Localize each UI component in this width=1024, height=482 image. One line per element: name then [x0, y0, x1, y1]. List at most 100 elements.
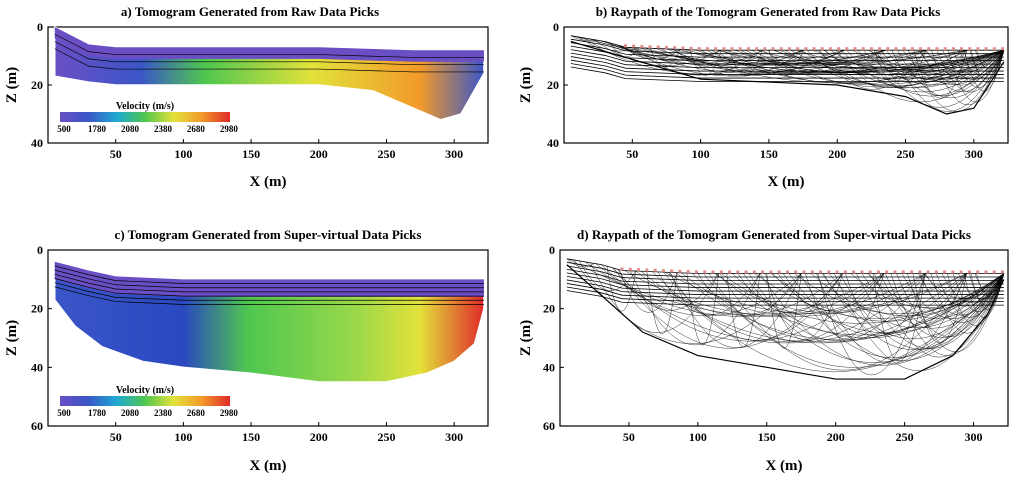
raypath: [823, 273, 1005, 350]
panel-c-ylabel: Z (m): [4, 320, 20, 356]
source-marker: [802, 270, 806, 274]
x-tick-label: 100: [689, 430, 707, 444]
x-tick-label: 200: [828, 147, 846, 161]
raypath: [828, 273, 1005, 329]
raypath: [570, 45, 1004, 62]
raypath: [785, 50, 1005, 86]
source-marker: [763, 47, 767, 51]
source-marker: [901, 270, 905, 274]
source-marker: [804, 47, 808, 51]
source-marker: [976, 47, 980, 51]
raypath: [801, 50, 1005, 89]
raypath: [649, 48, 681, 68]
source-marker: [926, 270, 930, 274]
contour-line: [54, 269, 484, 289]
panel-d: d) Raypath of the Tomogram Generated fro…: [518, 227, 1009, 474]
panel-c-title: c) Tomogram Generated from Super-virtual…: [115, 227, 422, 242]
raypath: [570, 56, 1004, 72]
panel-b-ylabel: Z (m): [518, 67, 534, 103]
y-tick-label: 20: [547, 78, 559, 92]
raypath: [644, 47, 845, 65]
raypath: [570, 49, 1004, 65]
near-surface-layer: [54, 261, 484, 297]
source-marker: [703, 270, 707, 274]
y-tick-label: 0: [37, 243, 43, 257]
x-tick-label: 300: [965, 147, 983, 161]
raypath: [817, 273, 926, 376]
y-tick-label: 40: [31, 360, 43, 374]
source-marker: [752, 270, 756, 274]
source-marker: [812, 47, 816, 51]
colorbar: [60, 396, 230, 406]
colorbar-tick-label: 500: [57, 124, 71, 134]
colorbar-tick-label: 500: [57, 408, 71, 418]
panel-a-xlabel: X (m): [249, 174, 286, 190]
raypath: [772, 273, 1005, 334]
source-marker: [694, 270, 698, 274]
raypath: [692, 273, 967, 343]
source-marker: [968, 47, 972, 51]
raypath: [646, 271, 678, 335]
source-marker: [796, 47, 800, 51]
raypath: [880, 50, 1005, 96]
source-marker: [845, 47, 849, 51]
raypath: [663, 272, 1005, 373]
raypath: [719, 273, 967, 371]
raypath: [714, 273, 1004, 324]
y-tick-label: 40: [547, 136, 559, 150]
source-marker: [730, 47, 734, 51]
x-tick-label: 100: [174, 430, 192, 444]
contour-line: [54, 33, 484, 58]
raypath: [869, 50, 1005, 81]
colorbar-tick-label: 2980: [220, 408, 239, 418]
raypath: [768, 50, 804, 76]
source-marker: [714, 47, 718, 51]
raypath: [577, 36, 804, 75]
panel-d-title: d) Raypath of the Tomogram Generated fro…: [577, 227, 971, 242]
source-marker: [828, 47, 832, 51]
raypath: [812, 50, 1004, 70]
x-tick-label: 150: [760, 147, 778, 161]
source-marker: [785, 270, 789, 274]
source-marker: [656, 45, 660, 49]
source-marker: [1001, 47, 1005, 51]
raypath-envelope: [570, 40, 1005, 115]
raypath: [641, 271, 843, 316]
colorbar-tick-label: 2380: [154, 408, 173, 418]
source-marker: [819, 270, 823, 274]
colorbar-tick-label: 2080: [121, 124, 140, 134]
source-marker: [722, 47, 726, 51]
source-marker: [910, 270, 914, 274]
panel-c-frame: [47, 249, 489, 427]
source-marker: [885, 270, 889, 274]
contour-line: [54, 48, 484, 73]
y-tick-label: 20: [31, 302, 43, 316]
panel-d-xlabel: X (m): [765, 458, 802, 474]
raypath: [566, 272, 1004, 288]
raypath: [863, 50, 1005, 86]
panel-b-title: b) Raypath of the Tomogram Generated fro…: [596, 4, 941, 19]
y-tick-label: 60: [543, 419, 555, 433]
source-marker: [919, 47, 923, 51]
y-tick-label: 0: [549, 243, 555, 257]
colorbar-tick-label: 2680: [187, 408, 206, 418]
raypath: [852, 50, 1004, 71]
source-marker: [738, 47, 742, 51]
raypath: [570, 38, 1004, 55]
x-tick-label: 200: [310, 147, 328, 161]
source-marker: [852, 270, 856, 274]
raypath: [936, 50, 1005, 93]
raypath: [588, 38, 886, 66]
source-marker: [637, 268, 641, 272]
source-marker: [705, 47, 709, 51]
source-marker: [673, 46, 677, 50]
raypath: [566, 268, 1004, 285]
x-tick-label: 150: [242, 147, 260, 161]
raypath: [570, 52, 1004, 68]
source-marker: [860, 270, 864, 274]
raypath: [841, 50, 1005, 93]
panel-a-ylabel: Z (m): [4, 67, 20, 103]
x-tick-label: 100: [174, 147, 192, 161]
source-marker: [779, 47, 783, 51]
